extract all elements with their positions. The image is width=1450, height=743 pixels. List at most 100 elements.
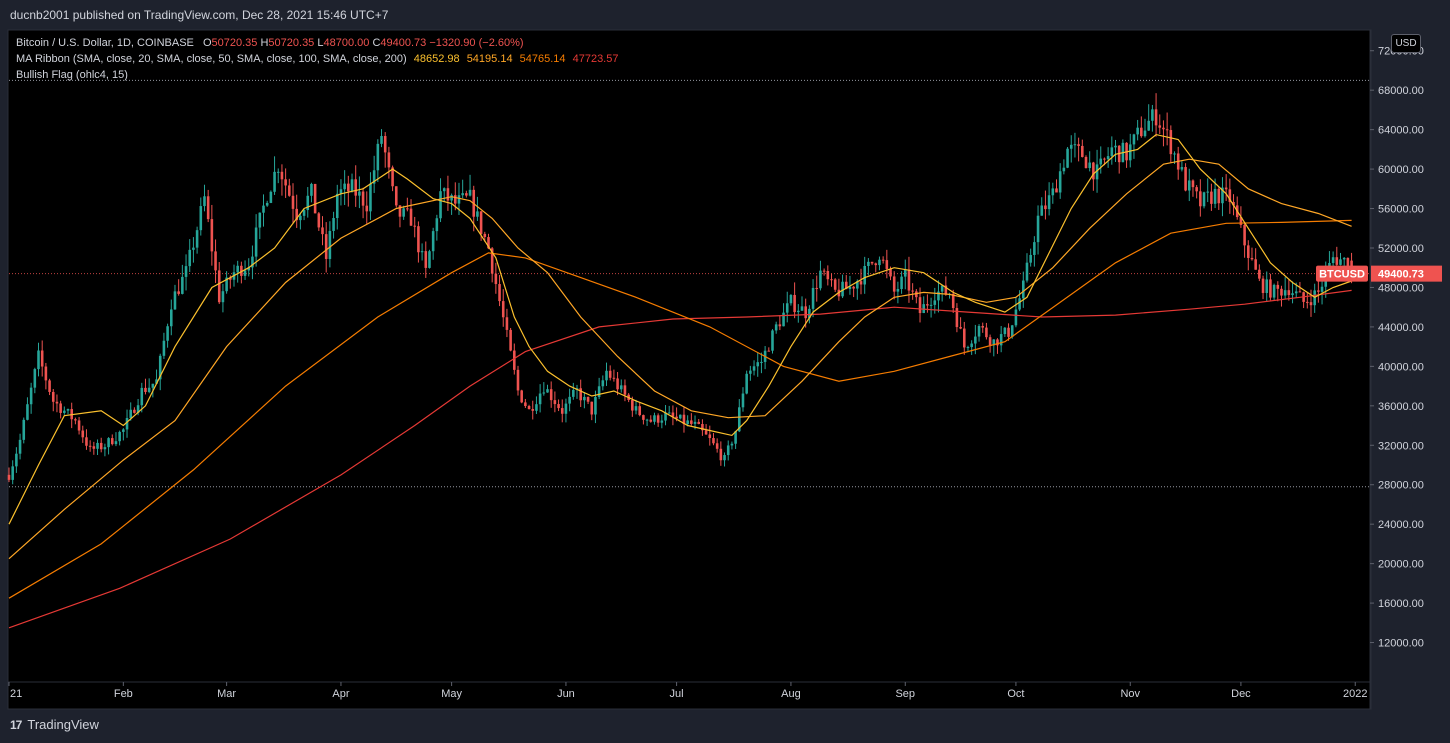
candle-body	[586, 396, 590, 402]
candle-body	[1014, 309, 1018, 326]
candle-body	[549, 389, 553, 401]
candle-body	[962, 328, 966, 348]
candle-body	[199, 206, 203, 231]
candle-body	[365, 205, 369, 212]
price-label: 49400.73	[1378, 269, 1424, 281]
legend-low-label: L	[317, 37, 324, 49]
tradingview-brand[interactable]: TradingView	[27, 717, 99, 732]
candle-body	[306, 195, 310, 211]
candle-body	[557, 404, 560, 409]
candle-body	[704, 430, 708, 435]
candle-body	[103, 447, 107, 450]
candle-body	[767, 350, 771, 352]
candle-body	[815, 287, 819, 289]
candle-body	[350, 179, 354, 192]
candle-body	[619, 385, 623, 390]
candle-body	[1051, 188, 1055, 196]
candle-body	[878, 259, 881, 266]
candle-body	[804, 306, 807, 319]
candle-body	[1069, 144, 1073, 149]
legend-ma100-value: 54765.14	[519, 53, 566, 65]
candle-body	[1114, 145, 1117, 148]
candle-body	[734, 431, 737, 444]
candle-body	[461, 193, 464, 196]
candle-body	[494, 273, 498, 285]
y-tick-label: 68000.00	[1378, 85, 1424, 97]
candle-body	[546, 389, 549, 393]
candle-body	[354, 179, 357, 196]
candle-body	[321, 227, 324, 235]
publisher-line: ducnb2001 published on TradingView.com, …	[10, 8, 389, 22]
candle-body	[553, 400, 557, 405]
candle-body	[616, 378, 619, 390]
candle-body	[236, 265, 239, 273]
candle-body	[579, 388, 582, 401]
legend-high-label: H	[260, 37, 269, 49]
tradingview-logo-icon[interactable]: 17	[10, 718, 22, 732]
candle-body	[85, 437, 88, 446]
candle-body	[723, 455, 726, 461]
candle-body	[217, 270, 221, 303]
candle-body	[1169, 130, 1173, 155]
candle-body	[483, 233, 487, 238]
candle-body	[453, 195, 457, 204]
candle-body	[981, 326, 985, 328]
candle-body	[885, 260, 889, 269]
legend-symbol-row[interactable]: Bitcoin / U.S. Dollar, 1D, COINBASE O507…	[16, 35, 622, 51]
candle-body	[1062, 167, 1066, 172]
candle-body	[741, 393, 745, 408]
candle-body	[48, 380, 51, 392]
candle-body	[933, 300, 937, 305]
candle-body	[785, 303, 789, 313]
chart-legend: Bitcoin / U.S. Dollar, 1D, COINBASE O507…	[16, 35, 622, 83]
candle-body	[88, 445, 92, 447]
candle-body	[892, 276, 896, 292]
candle-body	[490, 248, 494, 274]
y-tick-label: 36000.00	[1378, 401, 1424, 413]
candle-body	[841, 281, 844, 297]
candle-body	[1092, 162, 1095, 180]
legend-bullish-flag-row[interactable]: Bullish Flag (ohlc4, 15)	[16, 67, 622, 83]
candle-body	[1022, 280, 1025, 299]
candle-body	[81, 430, 85, 438]
ma20-line	[8, 133, 1352, 525]
candle-body	[1103, 158, 1106, 160]
candle-body	[1239, 217, 1243, 225]
candle-body	[22, 419, 26, 440]
candle-body	[797, 310, 800, 313]
x-tick-label: May	[441, 688, 462, 700]
candle-body	[251, 256, 254, 268]
candle-body	[944, 285, 948, 295]
candle-body	[431, 231, 435, 252]
candle-body	[903, 269, 907, 277]
candle-body	[1151, 109, 1154, 121]
candle-body	[749, 370, 752, 374]
candle-body	[697, 421, 701, 425]
candle-body	[1003, 327, 1007, 335]
candle-body	[347, 183, 350, 192]
candle-body	[535, 404, 538, 411]
candle-body	[339, 189, 343, 194]
currency-button[interactable]: USD	[1391, 34, 1421, 53]
candle-body	[479, 211, 483, 234]
candle-body	[1246, 245, 1250, 258]
candle-body	[1047, 195, 1051, 210]
legend-ma-ribbon-row[interactable]: MA Ribbon (SMA, close, 20, SMA, close, 5…	[16, 51, 622, 67]
candle-body	[690, 420, 693, 424]
candle-body	[1191, 180, 1195, 188]
candle-body	[745, 373, 748, 394]
candle-body	[63, 410, 66, 413]
candle-body	[793, 294, 796, 313]
legend-open-label: O	[202, 37, 212, 49]
candle-body	[302, 210, 306, 216]
candle-body	[1010, 325, 1014, 337]
candle-body	[572, 389, 575, 397]
candle-body	[313, 183, 317, 214]
legend-close-label: C	[372, 37, 381, 49]
candle-body	[74, 419, 77, 421]
candle-body	[638, 406, 641, 416]
candle-body	[1058, 171, 1062, 193]
candle-body	[649, 419, 653, 422]
candle-body	[383, 136, 387, 153]
